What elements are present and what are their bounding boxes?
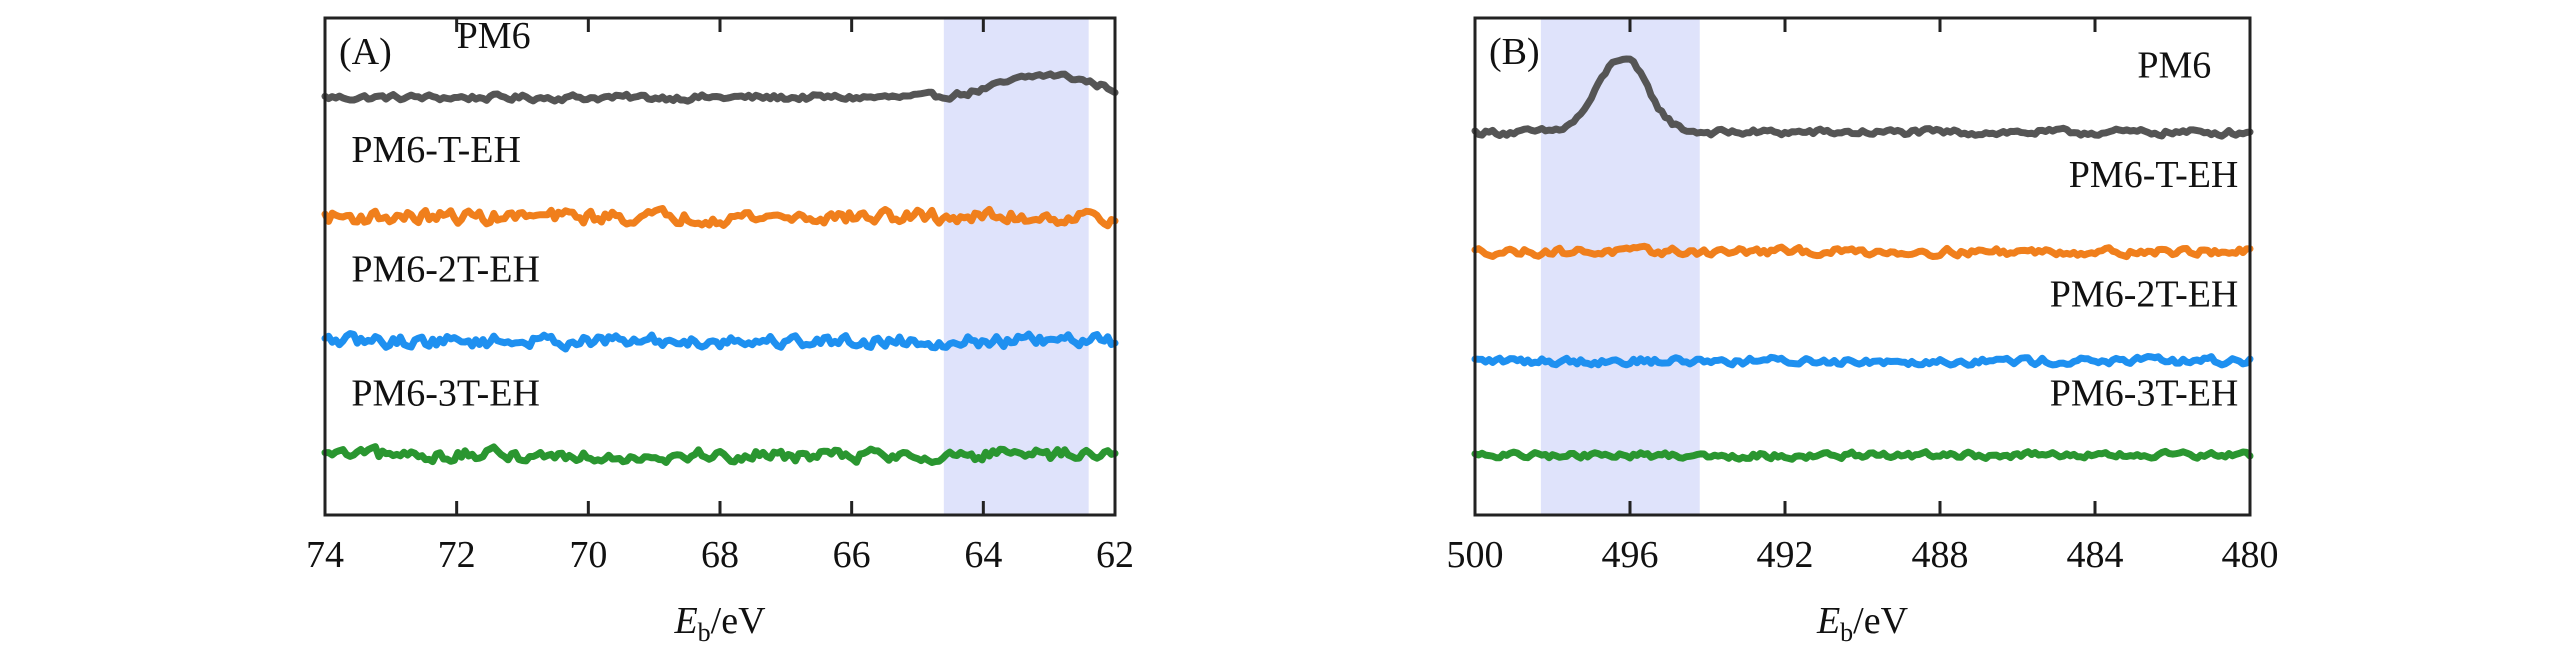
series-label-b-pm6-3t-eh: PM6-3T-EH [2050,373,2239,415]
x-tick-label-a: 66 [833,534,871,576]
x-axis-label-a: Eb/eV [673,600,766,647]
x-tick-label-b: 488 [1912,534,1969,576]
panel-label-b: (B) [1489,31,1540,73]
x-axis-label-subscript-b: b [1840,618,1853,647]
series-line-b-pm6 [1471,55,2254,140]
x-tick-label-b: 484 [2067,534,2124,576]
series-label-a-pm6-t-eh: PM6-T-EH [351,129,521,171]
x-axis-label-symbol-b: E [1816,600,1840,642]
series-label-a-pm6-2t-eh: PM6-2T-EH [351,248,540,290]
series-line-a-pm6-2t-eh [321,330,1119,353]
x-axis-label-subscript-a: b [698,618,711,647]
x-tick-label-b: 500 [1447,534,1504,576]
panel-b: PM6 PM6-T-EH PM6-2T-EH PM6-3T-EH 500 496 492 48… [1447,16,2279,647]
series-line-a-pm6 [321,70,1119,105]
series-line-b-pm6-t-eh [1471,242,2254,261]
series-line-a-pm6-3t-eh [321,443,1119,466]
x-tick-label-a: 62 [1096,534,1134,576]
x-tick-label-a: 72 [438,534,476,576]
panel-a: PM6 PM6-T-EH PM6-2T-EH PM6-3T-EH 74 72 70 68 66 6… [306,15,1134,647]
highlight-band-b [1540,18,1700,515]
x-tick-label-b: 496 [1602,534,1659,576]
series-label-b-pm6: PM6 [2137,45,2211,87]
panel-label-a: (A) [339,31,392,73]
x-tick-label-b: 492 [1757,534,1814,576]
x-tick-label-a: 74 [306,534,344,576]
series-line-a-pm6-t-eh [321,205,1119,230]
x-axis-label-unit-b: /eV [1853,600,1908,642]
series-label-a-pm6-3t-eh: PM6-3T-EH [351,373,540,415]
x-tick-label-b: 480 [2222,534,2279,576]
highlight-band-a [943,18,1089,515]
x-axis-label-symbol-a: E [673,600,697,642]
x-tick-label-a: 70 [569,534,607,576]
x-axis-label-b: Eb/eV [1816,600,1909,647]
x-tick-label-a: 64 [964,534,1002,576]
series-line-b-pm6-2t-eh [1471,353,2254,369]
x-tick-label-a: 68 [701,534,739,576]
series-label-b-pm6-2t-eh: PM6-2T-EH [2050,273,2239,315]
series-label-a-pm6: PM6 [457,15,531,57]
series-label-b-pm6-t-eh: PM6-T-EH [2069,154,2239,196]
series-line-b-pm6-3t-eh [1471,447,2254,463]
plot-frame-b [1473,16,2252,517]
x-axis-label-unit-a: /eV [711,600,766,642]
